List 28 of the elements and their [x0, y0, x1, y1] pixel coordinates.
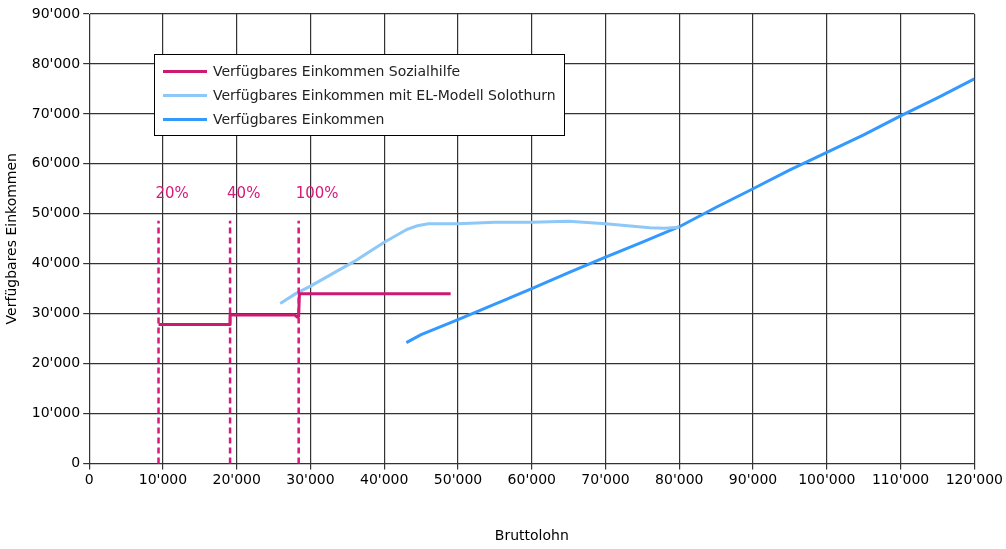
y-tick-label: 90'000	[31, 4, 81, 21]
x-tick-label: 90'000	[728, 471, 778, 488]
x-tick-label: 50'000	[433, 471, 483, 488]
y-tick-label: 70'000	[31, 104, 81, 121]
x-tick-label: 110'000	[871, 471, 930, 488]
y-tick-label: 30'000	[31, 304, 81, 321]
x-tick-label: 60'000	[507, 471, 556, 488]
legend-label: Verfügbares Einkommen	[213, 110, 385, 129]
y-tick-label: 0	[71, 454, 81, 471]
x-tick-label: 80'000	[655, 471, 704, 488]
x-tick-label: 40'000	[360, 471, 409, 488]
x-tick-label: 10'000	[138, 471, 188, 488]
x-tick-label: 70'000	[581, 471, 630, 488]
x-axis-title: Bruttolohn	[494, 527, 569, 544]
legend-label: Verfügbares Einkommen mit EL-Modell Solothurn	[213, 86, 556, 105]
x-tick-label: 20'000	[212, 471, 261, 488]
x-tick-label: 120'000	[945, 471, 1003, 488]
y-tick-label: 80'000	[31, 54, 81, 71]
y-tick-label: 10'000	[31, 404, 81, 421]
y-tick-label: 60'000	[31, 154, 81, 171]
x-tick-label: 0	[84, 471, 94, 488]
legend-label: Verfügbares Einkommen Sozialhilfe	[213, 62, 461, 81]
y-tick-label: 20'000	[31, 354, 81, 371]
y-tick-label: 50'000	[31, 204, 81, 221]
y-tick-label: 40'000	[31, 254, 81, 271]
x-tick-label: 30'000	[286, 471, 335, 488]
x-tick-label: 100'000	[798, 471, 856, 488]
y-axis-title: Verfügbares Einkommen	[3, 153, 20, 325]
